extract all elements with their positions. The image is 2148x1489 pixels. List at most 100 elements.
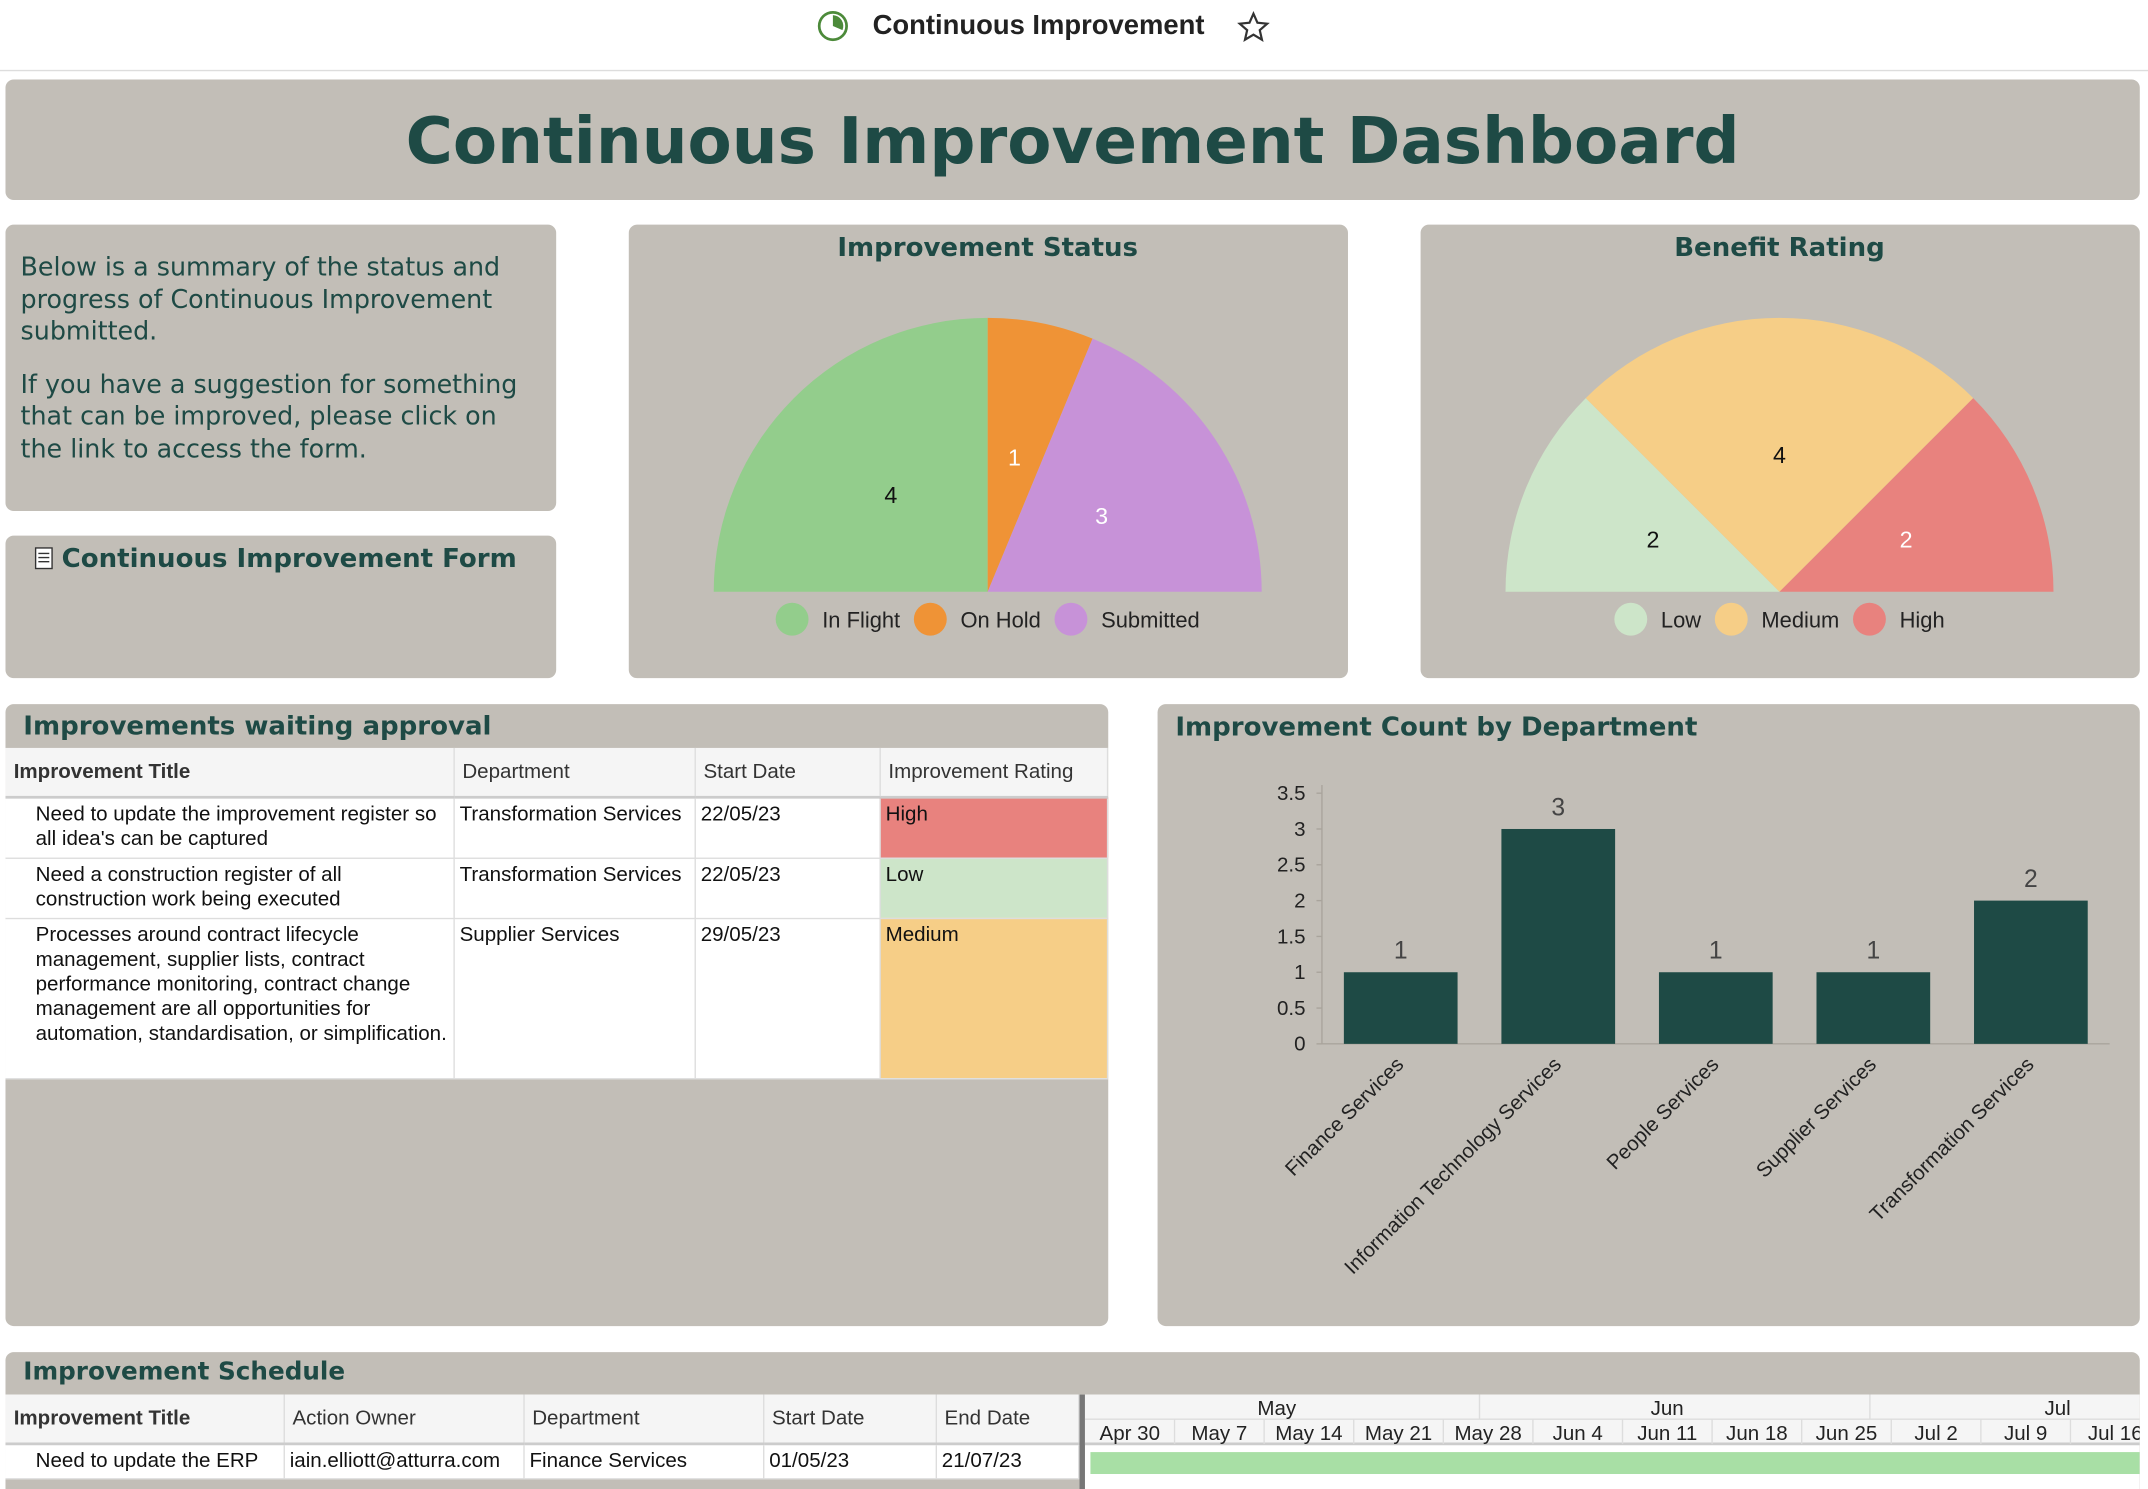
legend-label: Medium <box>1761 607 1839 632</box>
pie-slice <box>713 317 988 592</box>
slice-label: 4 <box>884 482 897 508</box>
month-label: Jul <box>2044 1397 2070 1420</box>
column-header: Start Date <box>694 747 881 799</box>
table-cell: Need to update the improvement register … <box>5 797 455 859</box>
bar-label: 3 <box>1551 794 1565 821</box>
table-cell: Low <box>879 857 1109 919</box>
week-label: Jun 25 <box>1816 1422 1878 1445</box>
dashboard-title: Continuous Improvement Dashboard <box>405 104 1740 180</box>
y-tick-label: 2.5 <box>1277 854 1306 877</box>
table-cell: 01/05/23 <box>763 1443 937 1480</box>
column-header: Department <box>523 1394 764 1446</box>
slice-label: 2 <box>1900 527 1913 553</box>
legend-label: In Flight <box>822 607 900 632</box>
schedule-table: Improvement Title Action Owner Department S… <box>5 1394 1080 1480</box>
bar <box>1658 972 1773 1044</box>
chart-title: Improvement Count by Department <box>1175 713 1697 743</box>
form-link[interactable]: Continuous Improvement Form <box>61 543 517 574</box>
column-header: Department <box>453 747 696 799</box>
table-cell: Transformation Services <box>453 857 696 919</box>
gantt-bar <box>1090 1452 2140 1475</box>
bar <box>1974 900 2088 1044</box>
bar-label: 1 <box>1709 938 1723 965</box>
legend-label: On Hold <box>960 607 1040 632</box>
week-label: May 7 <box>1191 1422 1247 1445</box>
y-tick-label: 3 <box>1294 818 1305 841</box>
x-tick-label: Transformation Services <box>1865 1053 2038 1226</box>
legend-swatch <box>775 602 809 636</box>
week-label: Jul 2 <box>1914 1422 1957 1445</box>
table-row: Processes around contract lifecycle mana… <box>5 917 1109 1079</box>
legend-label: Low <box>1661 607 1701 632</box>
pie-slice <box>1779 398 2054 592</box>
y-tick-label: 0.5 <box>1277 997 1306 1020</box>
y-tick-label: 1 <box>1294 961 1305 984</box>
intro-text: If you have a suggestion for something t… <box>20 370 518 464</box>
week-label: Jun 18 <box>1726 1422 1788 1445</box>
pie-slice <box>987 338 1262 592</box>
column-header: Improvement Title <box>5 1394 285 1446</box>
chart-title: Benefit Rating <box>1674 233 1885 263</box>
column-header: Improvement Rating <box>879 747 1109 799</box>
panel-title: Improvement Schedule <box>23 1357 346 1387</box>
month-label: Jun <box>1651 1397 1684 1420</box>
week-label: Jul 9 <box>2004 1422 2047 1445</box>
table-row: Need to update the ERP iain.elliott@attur… <box>5 1443 1080 1480</box>
week-label: May 28 <box>1454 1422 1521 1445</box>
benefit-panel: Benefit Rating 2 4 2 Low Medium High <box>1420 224 2140 679</box>
bar-label: 1 <box>1394 938 1408 965</box>
y-tick-label: 0 <box>1294 1033 1305 1056</box>
column-header: Action Owner <box>283 1394 524 1446</box>
column-header: Improvement Title <box>5 747 455 799</box>
week-label: May 14 <box>1275 1422 1342 1445</box>
chart-title: Improvement Status <box>837 233 1138 263</box>
dashboard-icon <box>817 10 848 42</box>
table-cell: Medium <box>879 917 1109 1079</box>
pie-slice <box>1505 398 1780 592</box>
legend-swatch <box>1614 602 1648 636</box>
status-chart: Improvement Status 4 1 3 In Flight On Hold Sub… <box>713 233 1262 636</box>
slice-label: 1 <box>1008 445 1021 471</box>
top-title: Continuous Improvement <box>872 10 1205 42</box>
slice-label: 4 <box>1773 442 1786 468</box>
table-cell: Supplier Services <box>453 917 696 1079</box>
x-tick-label: Finance Services <box>1281 1053 1409 1181</box>
y-tick-label: 3.5 <box>1277 782 1306 805</box>
table-row: Need to update the improvement register … <box>5 797 1109 859</box>
form-icon <box>34 547 53 570</box>
favorite-star[interactable] <box>1237 10 1270 44</box>
bar-label: 2 <box>2024 866 2038 893</box>
legend: In Flight On Hold Submitted <box>775 602 1200 636</box>
x-tick-label: Supplier Services <box>1752 1053 1881 1182</box>
table-cell: Need to update the ERP <box>5 1443 285 1480</box>
table-cell: Processes around contract lifecycle mana… <box>5 917 455 1079</box>
legend: Low Medium High <box>1614 602 1945 636</box>
table-cell: 29/05/23 <box>694 917 881 1079</box>
week-label: Jun 4 <box>1553 1422 1603 1445</box>
bar <box>1343 972 1458 1044</box>
status-panel: Improvement Status 4 1 3 In Flight On Hold Sub… <box>628 224 1348 679</box>
slice-label: 2 <box>1646 527 1659 553</box>
gantt-divider <box>1079 1394 1085 1489</box>
bar-label: 1 <box>1866 938 1880 965</box>
table-cell: 22/05/23 <box>694 857 881 919</box>
column-header: Start Date <box>763 1394 937 1446</box>
top-bar: Continuous Improvement <box>0 0 2148 72</box>
legend-swatch <box>1853 602 1886 636</box>
benefit-chart: Benefit Rating 2 4 2 Low Medium High <box>1505 233 2054 636</box>
y-tick-label: 1.5 <box>1277 925 1306 948</box>
week-label: May 21 <box>1365 1422 1432 1445</box>
table-cell: High <box>879 797 1109 859</box>
pie-slice <box>1585 317 1974 592</box>
header-panel: Continuous Improvement Dashboard <box>5 79 2140 201</box>
table-cell: 22/05/23 <box>694 797 881 859</box>
table-cell: Transformation Services <box>453 797 696 859</box>
legend-label: High <box>1900 607 1945 632</box>
legend-label: Submitted <box>1101 607 1200 632</box>
table-cell: iain.elliott@atturra.com <box>283 1443 524 1480</box>
table-row: Need a construction register of all cons… <box>5 857 1109 919</box>
week-label: Jun 11 <box>1637 1422 1697 1445</box>
